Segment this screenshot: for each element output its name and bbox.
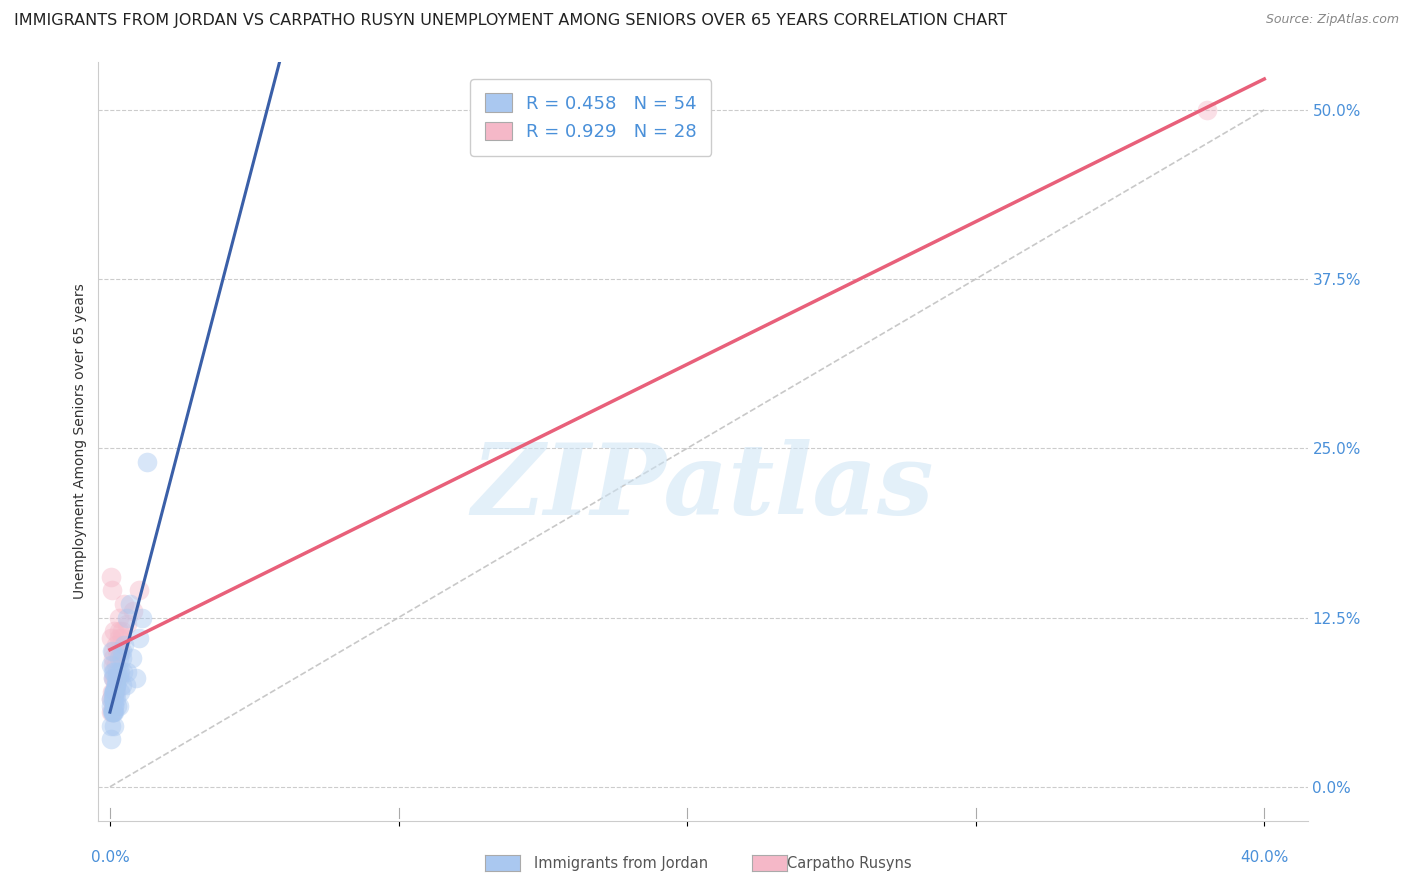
Point	[101, 665, 124, 679]
Point	[103, 685, 125, 699]
Point	[121, 651, 143, 665]
Point	[107, 651, 129, 665]
Point	[101, 691, 124, 706]
Point	[104, 685, 127, 699]
Point	[104, 657, 127, 672]
Point	[128, 583, 150, 598]
Point	[101, 706, 124, 720]
Point	[104, 678, 127, 692]
Point	[101, 672, 124, 686]
Point	[101, 657, 124, 672]
Point	[110, 644, 132, 658]
Point	[110, 678, 132, 692]
Point	[125, 672, 148, 686]
Point	[1195, 103, 1218, 117]
Y-axis label: Unemployment Among Seniors over 65 years: Unemployment Among Seniors over 65 years	[73, 284, 87, 599]
Point	[108, 685, 131, 699]
Point	[104, 691, 127, 706]
Point	[100, 583, 122, 598]
Point	[107, 631, 129, 645]
Point	[111, 665, 134, 679]
Point	[101, 672, 124, 686]
Point	[103, 624, 125, 639]
Point	[100, 657, 122, 672]
Point	[108, 644, 131, 658]
Point	[136, 455, 159, 469]
Point	[110, 631, 132, 645]
Text: 40.0%: 40.0%	[1240, 850, 1288, 865]
Point	[107, 610, 129, 624]
Point	[128, 631, 150, 645]
Point	[105, 665, 128, 679]
Point	[101, 644, 124, 658]
Point	[107, 698, 129, 713]
Point	[112, 638, 135, 652]
Point	[105, 698, 128, 713]
Point	[108, 665, 131, 679]
Point	[100, 706, 122, 720]
Point	[104, 685, 127, 699]
Point	[117, 665, 139, 679]
Point	[100, 685, 122, 699]
Point	[100, 570, 122, 584]
Point	[101, 685, 124, 699]
Point	[100, 719, 122, 733]
Point	[104, 678, 127, 692]
Point	[100, 691, 122, 706]
Point	[104, 672, 127, 686]
Point	[103, 706, 125, 720]
Text: 0.0%: 0.0%	[90, 850, 129, 865]
Point	[112, 597, 135, 611]
Point	[105, 644, 128, 658]
Text: Source: ZipAtlas.com: Source: ZipAtlas.com	[1265, 13, 1399, 27]
Point	[105, 672, 128, 686]
Point	[103, 719, 125, 733]
Point	[104, 678, 127, 692]
Point	[103, 698, 125, 713]
Point	[107, 624, 129, 639]
Point	[104, 638, 127, 652]
Text: IMMIGRANTS FROM JORDAN VS CARPATHO RUSYN UNEMPLOYMENT AMONG SENIORS OVER 65 YEAR: IMMIGRANTS FROM JORDAN VS CARPATHO RUSYN…	[14, 13, 1007, 29]
Point	[103, 672, 125, 686]
Point	[107, 672, 129, 686]
Point	[103, 665, 125, 679]
Point	[101, 706, 124, 720]
Point	[110, 651, 132, 665]
Point	[110, 624, 132, 639]
Point	[100, 691, 122, 706]
Point	[103, 685, 125, 699]
Point	[105, 672, 128, 686]
Point	[103, 698, 125, 713]
Point	[103, 685, 125, 699]
Point	[103, 691, 125, 706]
Point	[101, 691, 124, 706]
Point	[117, 617, 139, 632]
Point	[101, 644, 124, 658]
Point	[122, 604, 145, 618]
Text: Carpatho Rusyns: Carpatho Rusyns	[787, 856, 912, 871]
Point	[120, 597, 142, 611]
Point	[100, 706, 122, 720]
Point	[100, 631, 122, 645]
Point	[100, 732, 122, 747]
Point	[131, 610, 153, 624]
Point	[107, 665, 129, 679]
Point	[117, 610, 139, 624]
Point	[100, 698, 122, 713]
Legend: R = 0.458   N = 54, R = 0.929   N = 28: R = 0.458 N = 54, R = 0.929 N = 28	[470, 79, 711, 156]
Point	[103, 651, 125, 665]
Text: Immigrants from Jordan: Immigrants from Jordan	[534, 856, 709, 871]
Point	[101, 706, 124, 720]
Point	[114, 678, 136, 692]
Text: ZIPatlas: ZIPatlas	[472, 439, 934, 535]
Point	[103, 685, 125, 699]
